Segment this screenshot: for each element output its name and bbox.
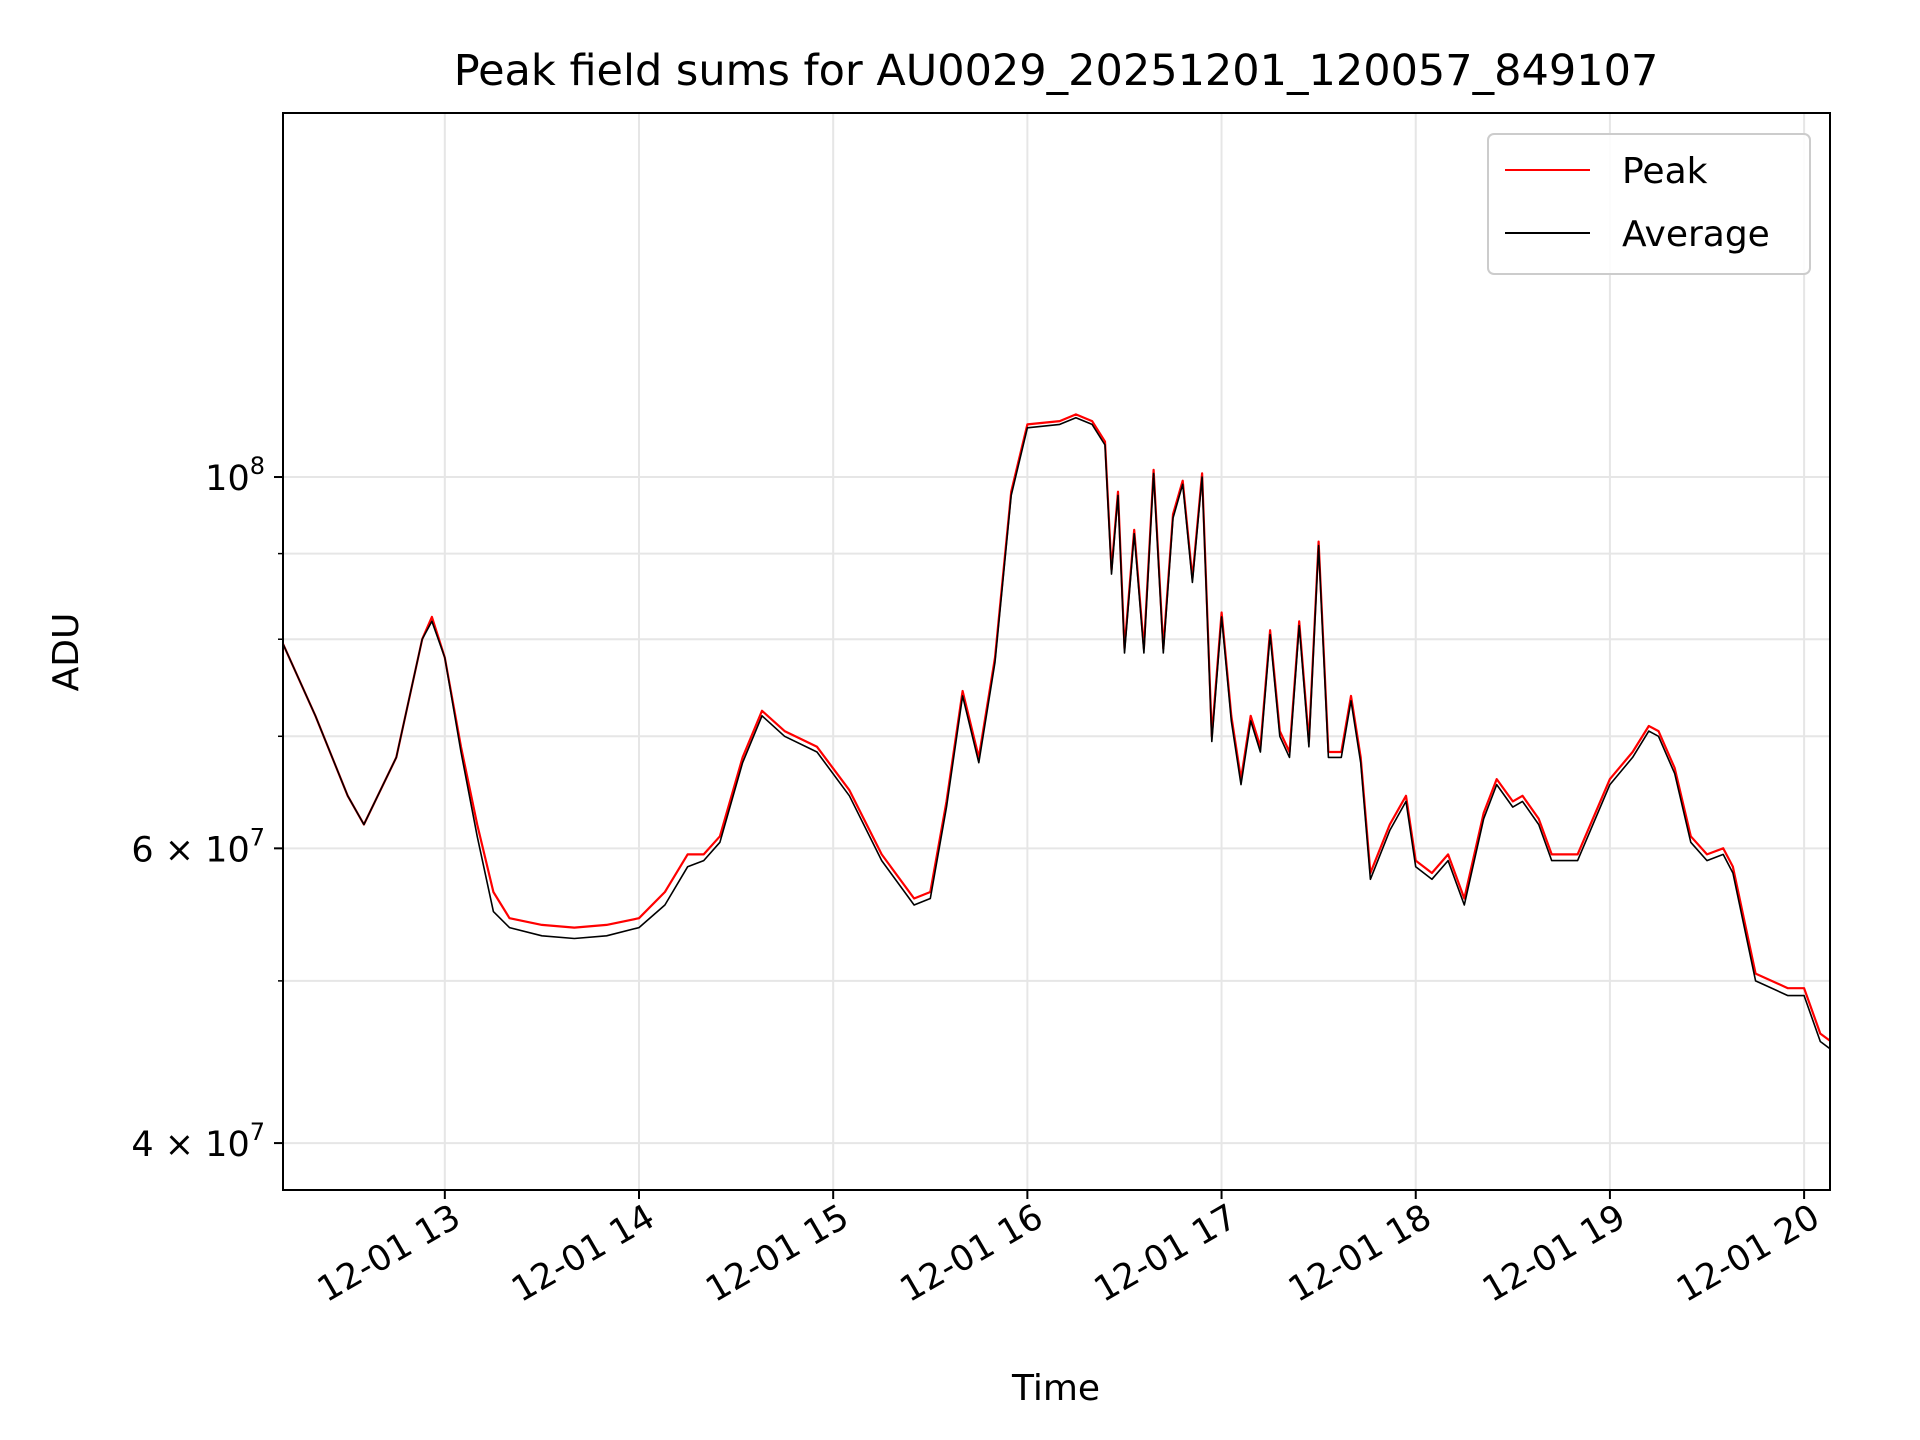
y-axis-label: ADU [46,613,87,692]
plot-frame [282,112,1831,1191]
series-line-average [283,416,1830,1050]
y-tick-label: 6 × 107 [131,823,265,870]
y-tick-label: 4 × 107 [131,1118,265,1165]
y-tick-label: 108 [205,452,265,499]
x-axis-label: Time [1011,1368,1100,1409]
major-gridlines [283,113,1830,1190]
legend: Peak Average [1487,133,1811,275]
series-line-peak [283,413,1830,1043]
legend-label-peak: Peak [1622,151,1708,192]
legend-label-average: Average [1622,214,1770,255]
chart-title: Peak field sums for AU0029_20251201_1200… [454,46,1659,96]
series-layer [283,413,1830,1050]
minor-gridlines [283,552,1830,982]
y-axis-ticks: 4 × 107 6 × 107 108 [131,452,283,1165]
